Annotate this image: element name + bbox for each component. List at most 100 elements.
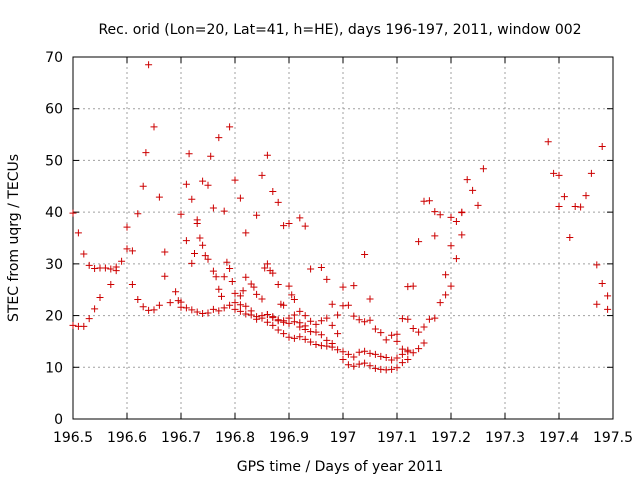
data-point: [431, 314, 439, 322]
data-point: [155, 193, 163, 201]
y-tick-label: 10: [45, 360, 63, 376]
data-point: [288, 291, 296, 299]
data-point: [139, 303, 147, 311]
data-point: [334, 330, 342, 338]
data-point: [258, 312, 266, 320]
data-point: [74, 229, 82, 237]
data-point: [415, 328, 423, 336]
data-point: [263, 260, 271, 268]
data-point: [226, 123, 234, 131]
data-point: [301, 335, 309, 343]
data-point: [404, 356, 412, 364]
data-point: [69, 209, 77, 217]
data-point: [307, 338, 315, 346]
data-point: [296, 333, 304, 341]
data-point: [128, 281, 136, 289]
data-point: [212, 273, 220, 281]
data-point: [334, 346, 342, 354]
data-point: [544, 138, 552, 146]
x-tick-label: 196.5: [53, 430, 93, 446]
data-point: [274, 316, 282, 324]
data-point: [253, 290, 261, 298]
data-point: [317, 317, 325, 325]
data-point: [398, 359, 406, 367]
data-point: [112, 263, 120, 271]
data-point: [172, 288, 180, 296]
data-point: [91, 305, 99, 313]
data-point: [442, 291, 450, 299]
data-point: [280, 301, 288, 309]
data-point: [236, 292, 244, 300]
data-point: [215, 285, 223, 293]
data-point: [474, 201, 482, 209]
data-point: [231, 299, 239, 307]
data-point: [566, 233, 574, 241]
data-point: [85, 315, 93, 323]
data-point: [220, 304, 228, 312]
chart-title: Rec. orid (Lon=20, Lat=41, h=HE), days 1…: [98, 22, 581, 38]
data-point: [296, 307, 304, 315]
data-point: [382, 366, 390, 374]
data-point: [142, 149, 150, 157]
data-point: [344, 361, 352, 369]
data-point: [134, 296, 142, 304]
data-point: [239, 287, 247, 295]
data-point: [382, 336, 390, 344]
data-point: [269, 313, 277, 321]
data-point: [161, 272, 169, 280]
data-point: [344, 350, 352, 358]
data-point: [317, 342, 325, 350]
data-point: [188, 195, 196, 203]
data-point: [371, 364, 379, 372]
data-point: [269, 187, 277, 195]
data-point: [404, 315, 412, 323]
data-point: [263, 151, 271, 159]
data-point: [242, 302, 250, 310]
data-point: [582, 192, 590, 200]
data-point: [431, 232, 439, 240]
data-point: [182, 237, 190, 245]
data-point: [204, 255, 212, 263]
data-point: [290, 296, 298, 304]
data-point: [280, 222, 288, 230]
data-point: [118, 257, 126, 265]
x-tick-label: 197.5: [593, 430, 633, 446]
data-point: [199, 177, 207, 185]
data-point: [604, 305, 612, 313]
data-point: [123, 245, 131, 253]
data-point: [447, 282, 455, 290]
x-tick-label: 197.1: [377, 430, 417, 446]
data-point: [366, 295, 374, 303]
y-tick-label: 50: [45, 153, 63, 169]
data-point: [96, 293, 104, 301]
data-point: [207, 152, 215, 160]
data-point: [231, 289, 239, 297]
data-point: [107, 281, 115, 289]
data-point: [339, 356, 347, 364]
data-point: [479, 165, 487, 173]
data-point: [463, 176, 471, 184]
data-point: [339, 348, 347, 356]
data-point: [290, 334, 298, 342]
data-point: [393, 337, 401, 345]
data-point: [409, 325, 417, 332]
data-point: [285, 282, 293, 290]
data-point: [182, 180, 190, 188]
data-point: [442, 271, 450, 279]
data-point: [269, 321, 277, 329]
data-point: [388, 331, 396, 339]
data-point: [193, 308, 201, 316]
data-point: [393, 330, 401, 338]
data-point: [220, 207, 228, 215]
data-point: [350, 362, 358, 370]
data-point: [571, 202, 579, 210]
data-point: [201, 252, 209, 260]
data-point: [258, 295, 266, 303]
data-point: [253, 315, 261, 323]
y-tick-label: 0: [54, 412, 63, 428]
data-point: [361, 318, 369, 326]
data-point: [323, 336, 331, 344]
data-point: [312, 320, 320, 328]
data-point: [344, 301, 352, 309]
data-point: [188, 306, 196, 314]
